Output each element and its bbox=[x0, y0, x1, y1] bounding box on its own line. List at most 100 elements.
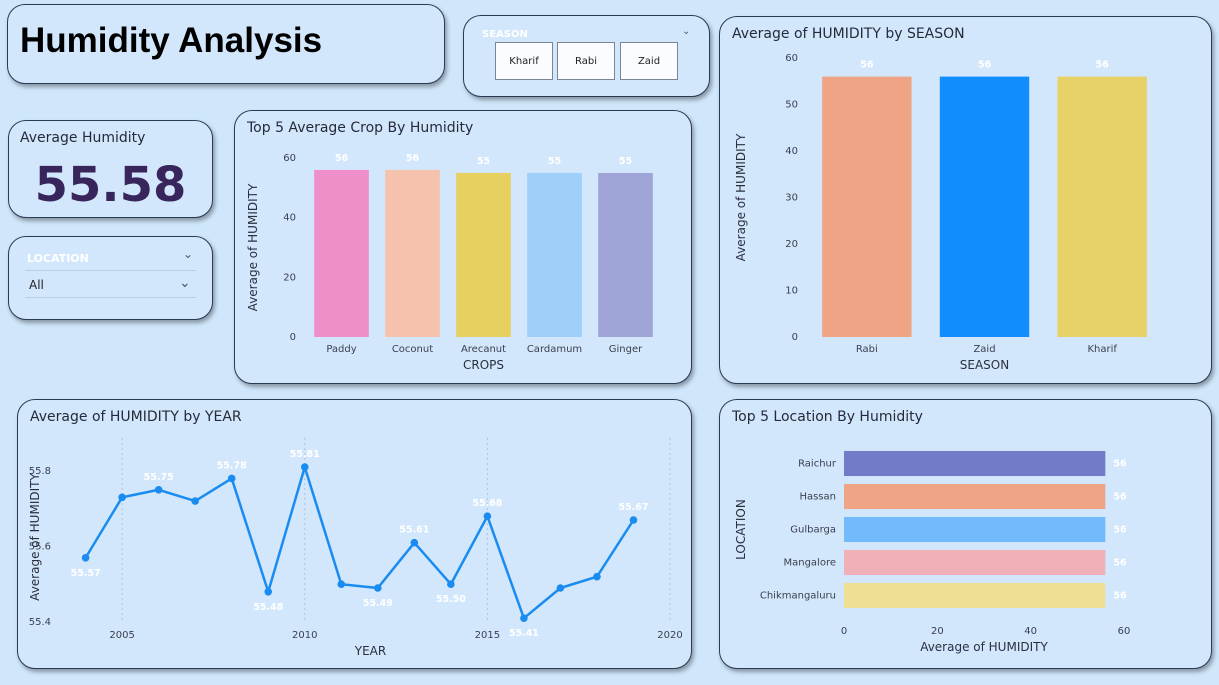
bar bbox=[939, 76, 1030, 337]
data-label: 56 bbox=[860, 60, 874, 71]
y-tick-label: 55.4 bbox=[29, 617, 51, 628]
data-label: 56 bbox=[406, 153, 420, 164]
x-tick-label: Kharif bbox=[1087, 344, 1117, 355]
data-point bbox=[227, 474, 236, 483]
data-label: 55.57 bbox=[71, 568, 101, 579]
data-label: 56 bbox=[1113, 492, 1127, 503]
year-chart-card: Average of HUMIDITY by YEAR 2005 2010 2015… bbox=[17, 399, 692, 669]
x-tick-label: 20 bbox=[931, 626, 944, 637]
bar bbox=[844, 483, 1106, 510]
x-tick-label: 2005 bbox=[109, 630, 134, 641]
chevron-down-icon[interactable]: ⌄ bbox=[183, 247, 194, 261]
series-line bbox=[84, 465, 635, 620]
x-tick-label: 60 bbox=[1118, 626, 1131, 637]
data-label: 56 bbox=[1113, 591, 1127, 602]
y-tick-label: 60 bbox=[283, 153, 296, 164]
data-label: 55 bbox=[619, 156, 632, 167]
x-tick-label: 2010 bbox=[292, 630, 317, 641]
chart-title: Average of HUMIDITY by SEASON bbox=[732, 26, 965, 42]
location-slicer[interactable]: LOCATION ⌄ All ⌄ bbox=[8, 236, 213, 320]
y-tick-label: Raichur bbox=[798, 459, 837, 470]
y-tick-label: 55.6 bbox=[29, 541, 51, 552]
data-label: 55.48 bbox=[253, 602, 283, 613]
data-label: 55.81 bbox=[290, 449, 320, 460]
y-tick-label: Mangalore bbox=[783, 558, 836, 569]
data-point bbox=[520, 614, 528, 623]
season-chart-card: Average of HUMIDITY by SEASON 0 10 20 30 40 5… bbox=[719, 16, 1212, 384]
location-slicer-title: LOCATION bbox=[27, 252, 89, 265]
bar bbox=[844, 549, 1106, 576]
bar bbox=[844, 450, 1106, 477]
data-point bbox=[410, 538, 419, 547]
x-axis-title: YEAR bbox=[354, 644, 386, 658]
data-point bbox=[118, 493, 126, 502]
season-slicer[interactable]: SEASON ⌄ Kharif Rabi Zaid bbox=[463, 15, 710, 97]
data-point bbox=[374, 584, 382, 592]
chart-title: Top 5 Location By Humidity bbox=[732, 409, 923, 425]
x-tick-label: Paddy bbox=[326, 344, 356, 355]
y-axis-title: Average of HUMIDITY bbox=[28, 473, 42, 601]
kpi-label: Average Humidity bbox=[20, 130, 146, 146]
data-label: 56 bbox=[1113, 558, 1127, 569]
bar bbox=[456, 172, 511, 337]
data-point bbox=[300, 463, 309, 471]
page-title: Humidity Analysis bbox=[20, 21, 323, 60]
data-label: 55 bbox=[548, 156, 561, 167]
location-bar-chart: Raichur 56 Hassan 56 Gulbarga 56 Mangalore 56 Ch… bbox=[734, 450, 1131, 654]
data-point bbox=[264, 587, 273, 596]
season-option-rabi[interactable]: Rabi bbox=[557, 42, 615, 80]
bar bbox=[844, 582, 1106, 609]
location-dropdown-value[interactable]: All bbox=[29, 278, 44, 292]
year-line-chart: 2005 2010 2015 2020 55.4 55.6 55.8 55.57 55.75 55… bbox=[28, 438, 683, 658]
y-tick-label: 40 bbox=[283, 213, 296, 224]
data-label: 55.67 bbox=[618, 502, 648, 513]
bar bbox=[598, 172, 653, 337]
data-label: 56 bbox=[1113, 525, 1127, 536]
y-tick-label: Chikmangaluru bbox=[760, 591, 836, 602]
data-point bbox=[337, 580, 346, 589]
bar bbox=[314, 169, 369, 337]
data-point bbox=[81, 553, 90, 562]
season-option-kharif[interactable]: Kharif bbox=[495, 42, 553, 80]
y-tick-label: Gulbarga bbox=[790, 525, 836, 536]
crops-bar-chart: 0 20 40 60 56 Paddy 56 Coconut 55 Arecanut 55 Carda… bbox=[246, 153, 653, 372]
y-tick-label: 60 bbox=[785, 53, 798, 64]
crops-chart-card: Top 5 Average Crop By Humidity 0 20 40 60 56… bbox=[234, 110, 692, 384]
x-tick-label: 40 bbox=[1024, 626, 1037, 637]
bar bbox=[844, 516, 1106, 543]
data-label: 55 bbox=[477, 156, 490, 167]
y-tick-label: 0 bbox=[792, 332, 798, 343]
data-point bbox=[483, 512, 492, 521]
data-label: 56 bbox=[1096, 60, 1110, 71]
y-axis-title: Average of HUMIDITY bbox=[734, 133, 748, 261]
y-tick-label: Hassan bbox=[799, 492, 836, 503]
title-card: Humidity Analysis bbox=[7, 4, 445, 84]
data-label: 55.41 bbox=[509, 628, 539, 639]
data-label: 56 bbox=[1113, 459, 1127, 470]
chart-title: Average of HUMIDITY by YEAR bbox=[30, 409, 242, 425]
bar bbox=[1057, 76, 1147, 337]
season-option-zaid[interactable]: Zaid bbox=[620, 42, 678, 80]
x-axis-title: CROPS bbox=[463, 358, 504, 372]
x-tick-label: Cardamum bbox=[527, 344, 582, 355]
y-tick-label: 50 bbox=[785, 100, 798, 111]
chart-title: Top 5 Average Crop By Humidity bbox=[247, 120, 474, 136]
y-tick-label: 55.8 bbox=[29, 466, 51, 477]
x-tick-label: Coconut bbox=[392, 344, 433, 355]
y-tick-label: 0 bbox=[290, 332, 296, 343]
data-label: 55.78 bbox=[217, 460, 247, 471]
x-tick-label: 0 bbox=[841, 626, 847, 637]
data-point bbox=[447, 580, 455, 589]
location-chart-card: Top 5 Location By Humidity Raichur 56 Hass… bbox=[719, 399, 1212, 669]
data-label: 55.68 bbox=[472, 498, 502, 509]
chevron-down-icon[interactable]: ⌄ bbox=[682, 26, 691, 37]
data-label: 55.75 bbox=[144, 472, 174, 483]
kpi-card: Average Humidity 55.58 bbox=[8, 120, 213, 218]
x-tick-label: Arecanut bbox=[461, 344, 506, 355]
data-point bbox=[154, 485, 163, 494]
bar bbox=[385, 169, 440, 337]
chevron-down-icon[interactable]: ⌄ bbox=[179, 275, 191, 291]
y-axis-title: Average of HUMIDITY bbox=[246, 183, 260, 311]
x-tick-label: Ginger bbox=[609, 344, 643, 355]
y-tick-label: 30 bbox=[785, 193, 798, 204]
